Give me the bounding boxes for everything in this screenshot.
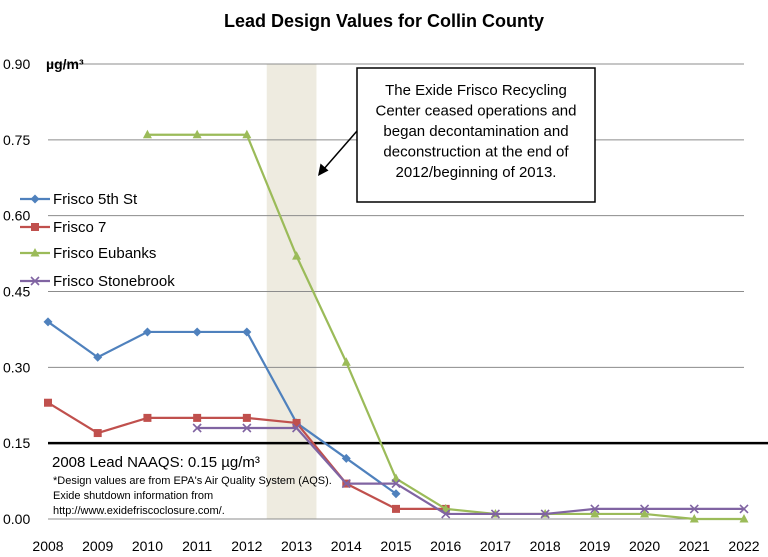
x-tick-label: 2020 xyxy=(629,538,660,554)
data-point xyxy=(689,514,699,523)
x-tick-label: 2015 xyxy=(380,538,411,554)
y-tick-label: 0.90 xyxy=(3,56,30,72)
legend-swatch-marker xyxy=(30,276,40,286)
annotation-box xyxy=(356,67,596,203)
data-point xyxy=(441,503,451,513)
data-point xyxy=(44,398,52,407)
series-frisco-5th-st xyxy=(43,317,401,499)
data-point xyxy=(142,129,152,139)
data-point xyxy=(392,504,400,513)
x-tick-label: 2009 xyxy=(82,538,113,554)
data-point xyxy=(93,429,102,438)
legend-label: Frisco 7 xyxy=(53,219,106,236)
footnote: *Design values are from EPA's Air Qualit… xyxy=(53,475,332,517)
x-tick-label: 2022 xyxy=(728,538,759,554)
x-tick-label: 2021 xyxy=(679,538,710,554)
axis-layer: 0.00 0.15 0.30 0.45 0.60 0.75 0.90 2008 2009 2010… xyxy=(3,56,760,554)
legend-swatch-marker xyxy=(30,248,40,257)
data-point xyxy=(590,504,600,514)
legend-label: Frisco Stonebrook xyxy=(53,273,175,290)
y-tick-label: 0.75 xyxy=(3,132,30,148)
gridlines xyxy=(48,63,744,520)
annotation-line: The Exide Frisco Recycling xyxy=(385,82,567,99)
data-point xyxy=(242,327,252,337)
data-point xyxy=(292,423,302,433)
footnote-line: http://www.exidefriscoclosure.com/. xyxy=(53,505,225,517)
data-point xyxy=(242,413,251,422)
data-point xyxy=(341,357,351,366)
x-tick-label: 2016 xyxy=(430,538,461,554)
annotation-arrow xyxy=(322,130,358,171)
legend-item: Frisco Eubanks xyxy=(20,245,156,262)
x-tick-label: 2017 xyxy=(480,538,511,554)
y-tick-label: 0.15 xyxy=(3,435,30,451)
x-tick-label: 2019 xyxy=(579,538,610,554)
data-point xyxy=(292,251,302,260)
data-point xyxy=(93,352,103,362)
legend-label: Frisco 5th St xyxy=(53,191,138,208)
legend: Frisco 5th St Frisco 7 Frisco Eubanks Frisc… xyxy=(20,191,175,290)
annotation-line: deconstruction at the end of xyxy=(383,144,569,161)
series-layer xyxy=(43,129,749,523)
data-point xyxy=(292,418,301,427)
data-point xyxy=(192,327,202,337)
data-point xyxy=(640,504,650,514)
y-tick-label: 0.60 xyxy=(3,208,30,224)
chart-title: Lead Design Values for Collin County xyxy=(224,11,544,31)
data-point xyxy=(540,509,550,519)
annotation: The Exide Frisco Recycling Center ceased … xyxy=(318,67,596,203)
legend-item: Frisco Stonebrook xyxy=(20,273,175,290)
data-point xyxy=(341,479,351,489)
data-point xyxy=(43,317,53,327)
footnote-line: *Design values are from EPA's Air Qualit… xyxy=(53,475,332,487)
series-frisco-stonebrook xyxy=(192,423,749,519)
series-line xyxy=(47,320,397,495)
data-point xyxy=(242,129,252,139)
data-point xyxy=(391,473,401,483)
annotation-line: Center ceased operations and xyxy=(376,103,577,120)
data-point xyxy=(391,489,401,499)
legend-label: Frisco Eubanks xyxy=(53,245,156,262)
x-tick-label: 2014 xyxy=(331,538,362,554)
data-point xyxy=(143,413,152,422)
data-point xyxy=(192,129,202,139)
naaqs-label: 2008 Lead NAAQS: 0.15 µg/m³ xyxy=(52,454,260,471)
data-point xyxy=(689,504,699,514)
y-tick-label: 0.30 xyxy=(3,359,30,375)
annotation-line: 2012/beginning of 2013. xyxy=(396,164,557,181)
y-tick-label: 0.00 xyxy=(3,511,30,527)
x-tick-label: 2010 xyxy=(132,538,163,554)
x-tick-label: 2008 xyxy=(32,538,63,554)
data-point xyxy=(490,509,500,519)
footnote-line: Exide shutdown information from xyxy=(53,490,213,502)
x-tick-label: 2018 xyxy=(530,538,561,554)
annotation-line: began decontamination and xyxy=(383,123,568,140)
y-tick-label: 0.45 xyxy=(3,284,30,300)
data-point xyxy=(142,327,152,337)
data-point xyxy=(341,453,351,463)
y-axis-unit: µg/m³ xyxy=(46,56,84,72)
legend-swatch-marker xyxy=(31,223,39,231)
data-point xyxy=(739,504,749,514)
legend-swatch-marker xyxy=(30,194,40,204)
data-point xyxy=(590,508,600,518)
data-point xyxy=(242,423,252,433)
series-line xyxy=(197,426,744,516)
data-point xyxy=(441,509,451,519)
data-point xyxy=(391,479,401,489)
legend-item: Frisco 7 xyxy=(20,219,106,236)
data-point xyxy=(640,508,650,518)
data-point xyxy=(192,423,202,433)
data-point xyxy=(739,514,749,523)
x-tick-label: 2011 xyxy=(182,538,212,554)
legend-item: Frisco 5th St xyxy=(20,191,138,208)
data-point xyxy=(193,413,202,422)
x-tick-label: 2012 xyxy=(231,538,262,554)
annotation-arrowhead xyxy=(318,163,329,176)
x-tick-label: 2013 xyxy=(281,538,312,554)
